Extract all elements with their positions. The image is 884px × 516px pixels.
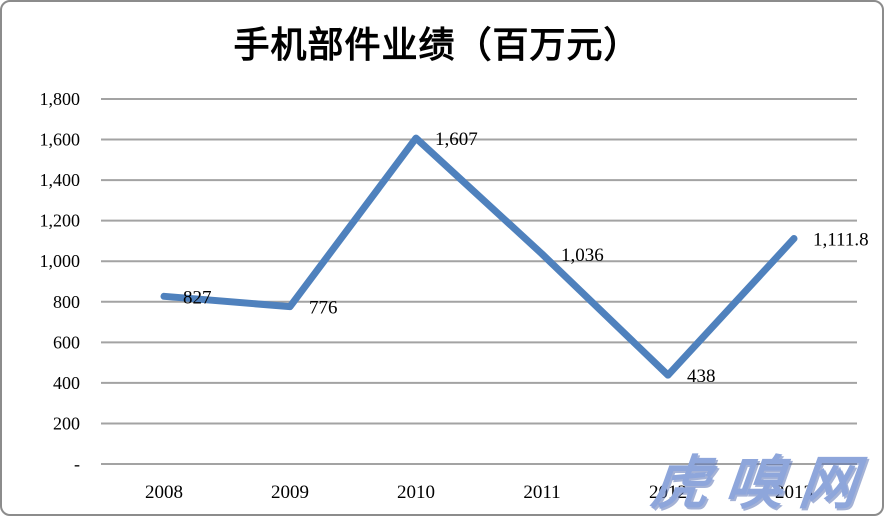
data-point-label: 776 xyxy=(309,298,338,319)
data-point-label: 1,036 xyxy=(561,245,604,266)
y-axis-tick-label: 1,800 xyxy=(40,89,81,109)
x-axis-label: 2012 xyxy=(649,482,687,503)
x-axis-label: 2011 xyxy=(523,482,560,503)
y-axis-tick-label: 200 xyxy=(53,413,80,433)
chart-title: 手机部件业绩（百万元） xyxy=(233,25,641,65)
y-axis-tick-label: 400 xyxy=(53,373,80,393)
data-series-line xyxy=(160,134,798,379)
y-axis-tick-label: 1,200 xyxy=(40,211,81,231)
x-axis-label: 2013 xyxy=(775,482,813,503)
data-point-label: 438 xyxy=(687,366,716,387)
y-axis-tick-label: 1,400 xyxy=(40,170,81,190)
y-axis-tick-label: 800 xyxy=(53,292,80,312)
data-point-label: 1,607 xyxy=(435,129,478,150)
x-axis-label: 2010 xyxy=(397,482,435,503)
y-axis-tick-label: - xyxy=(74,454,80,474)
x-axis-label: 2009 xyxy=(271,482,309,503)
y-axis-tick-label: 1,000 xyxy=(40,251,81,271)
data-point-label: 827 xyxy=(183,287,212,308)
y-axis-tick-label: 600 xyxy=(53,332,80,352)
data-point-label: 1,111.8 xyxy=(813,230,869,251)
x-axis-label: 2008 xyxy=(145,482,183,503)
y-axis-tick-label: 1,600 xyxy=(40,130,81,150)
